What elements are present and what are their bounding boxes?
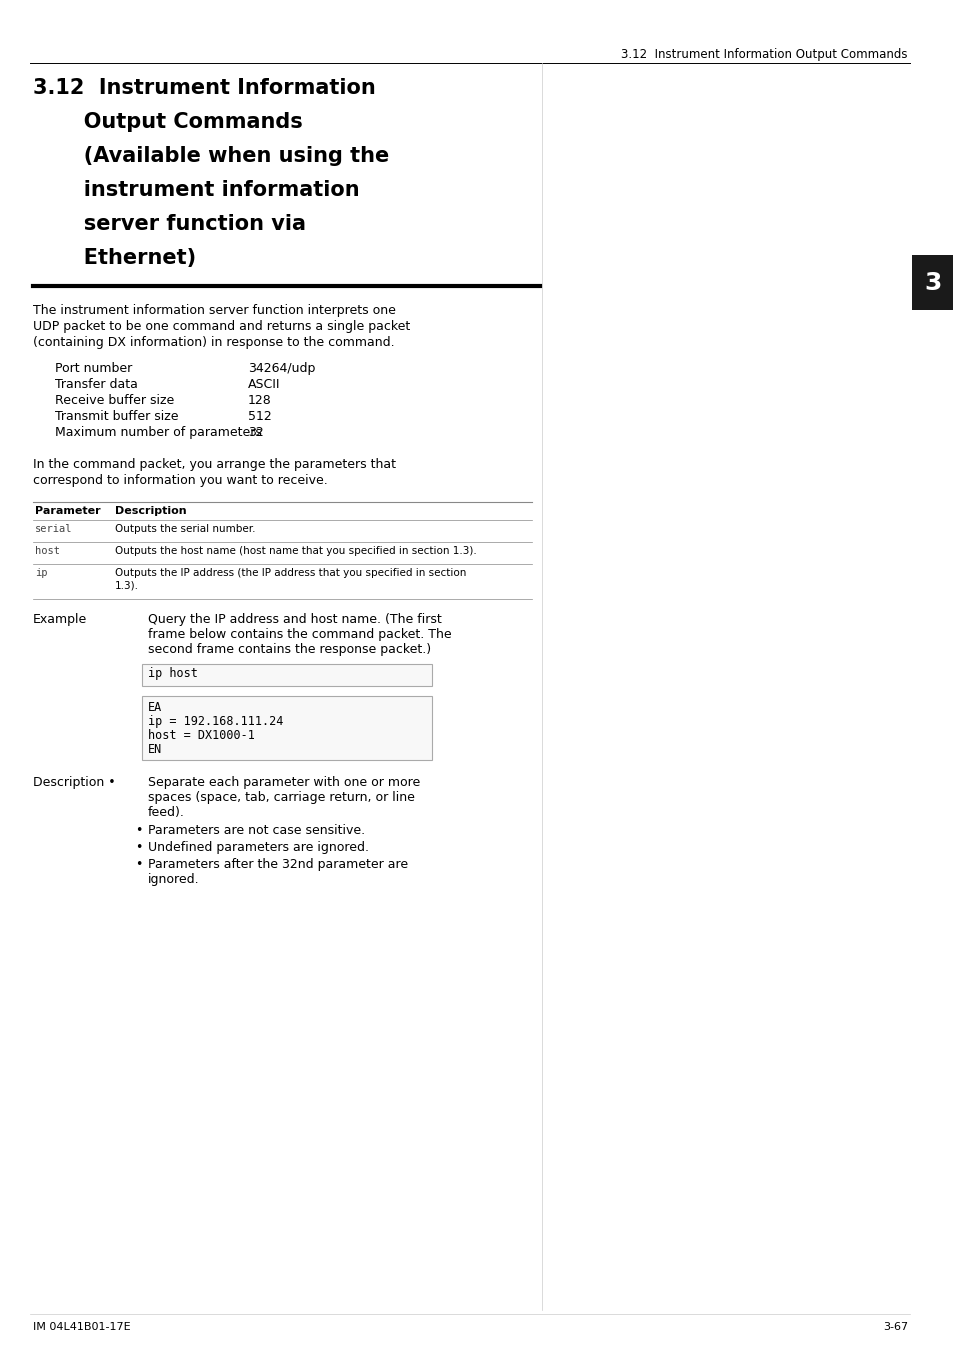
Text: instrument information: instrument information	[33, 180, 359, 200]
Text: Transmit buffer size: Transmit buffer size	[55, 410, 178, 423]
Text: Port number: Port number	[55, 362, 132, 375]
Text: Query the IP address and host name. (The first: Query the IP address and host name. (The…	[148, 613, 441, 626]
Text: second frame contains the response packet.): second frame contains the response packe…	[148, 643, 431, 656]
Text: Outputs the serial number.: Outputs the serial number.	[115, 524, 255, 535]
Text: The instrument information server function interprets one: The instrument information server functi…	[33, 304, 395, 317]
Text: Separate each parameter with one or more: Separate each parameter with one or more	[148, 776, 420, 788]
Text: ASCII: ASCII	[248, 378, 280, 392]
Text: server function via: server function via	[33, 215, 306, 234]
Text: IM 04L41B01-17E: IM 04L41B01-17E	[33, 1322, 131, 1332]
Text: EA: EA	[148, 701, 162, 714]
Text: 128: 128	[248, 394, 272, 406]
Text: 3-67: 3-67	[882, 1322, 907, 1332]
Text: Parameter: Parameter	[35, 506, 100, 516]
Bar	[911, 255, 953, 310]
Text: Parameters are not case sensitive.: Parameters are not case sensitive.	[148, 824, 365, 837]
Text: Commands: Commands	[927, 389, 937, 451]
Bar	[142, 664, 432, 686]
Bar	[142, 697, 432, 760]
Text: Description •: Description •	[33, 776, 115, 788]
Text: (containing DX information) in response to the command.: (containing DX information) in response …	[33, 336, 395, 350]
Text: EN: EN	[148, 743, 162, 756]
Text: Undefined parameters are ignored.: Undefined parameters are ignored.	[148, 841, 369, 855]
Text: correspond to information you want to receive.: correspond to information you want to re…	[33, 474, 328, 487]
Text: 32: 32	[248, 427, 263, 439]
Text: ip host: ip host	[148, 667, 197, 680]
Text: Parameters after the 32nd parameter are: Parameters after the 32nd parameter are	[148, 859, 408, 871]
Text: Output Commands: Output Commands	[33, 112, 302, 132]
Text: ip: ip	[35, 568, 48, 578]
Text: Transfer data: Transfer data	[55, 378, 138, 392]
Text: serial: serial	[35, 524, 72, 535]
Text: •: •	[135, 824, 142, 837]
Text: host: host	[35, 545, 60, 556]
Text: •: •	[135, 841, 142, 855]
Text: •: •	[135, 859, 142, 871]
Text: 512: 512	[248, 410, 272, 423]
Text: 1.3).: 1.3).	[115, 580, 139, 591]
Text: In the command packet, you arrange the parameters that: In the command packet, you arrange the p…	[33, 458, 395, 471]
Text: Example: Example	[33, 613, 87, 626]
Text: Description: Description	[115, 506, 187, 516]
Text: 3: 3	[923, 270, 941, 294]
Text: ip = 192.168.111.24: ip = 192.168.111.24	[148, 716, 283, 728]
Text: ignored.: ignored.	[148, 873, 199, 886]
Text: feed).: feed).	[148, 806, 185, 819]
Text: host = DX1000-1: host = DX1000-1	[148, 729, 254, 742]
Text: 34264/udp: 34264/udp	[248, 362, 315, 375]
Text: frame below contains the command packet. The: frame below contains the command packet.…	[148, 628, 451, 641]
Text: 3.12  Instrument Information Output Commands: 3.12 Instrument Information Output Comma…	[620, 49, 907, 61]
Text: Receive buffer size: Receive buffer size	[55, 394, 174, 406]
Text: (Available when using the: (Available when using the	[33, 146, 389, 166]
Text: Ethernet): Ethernet)	[33, 248, 196, 269]
Text: Outputs the host name (host name that you specified in section 1.3).: Outputs the host name (host name that yo…	[115, 545, 476, 556]
Text: UDP packet to be one command and returns a single packet: UDP packet to be one command and returns…	[33, 320, 410, 333]
Text: 3.12  Instrument Information: 3.12 Instrument Information	[33, 78, 375, 99]
Text: spaces (space, tab, carriage return, or line: spaces (space, tab, carriage return, or …	[148, 791, 415, 805]
Text: Outputs the IP address (the IP address that you specified in section: Outputs the IP address (the IP address t…	[115, 568, 466, 578]
Text: Maximum number of parameters: Maximum number of parameters	[55, 427, 262, 439]
